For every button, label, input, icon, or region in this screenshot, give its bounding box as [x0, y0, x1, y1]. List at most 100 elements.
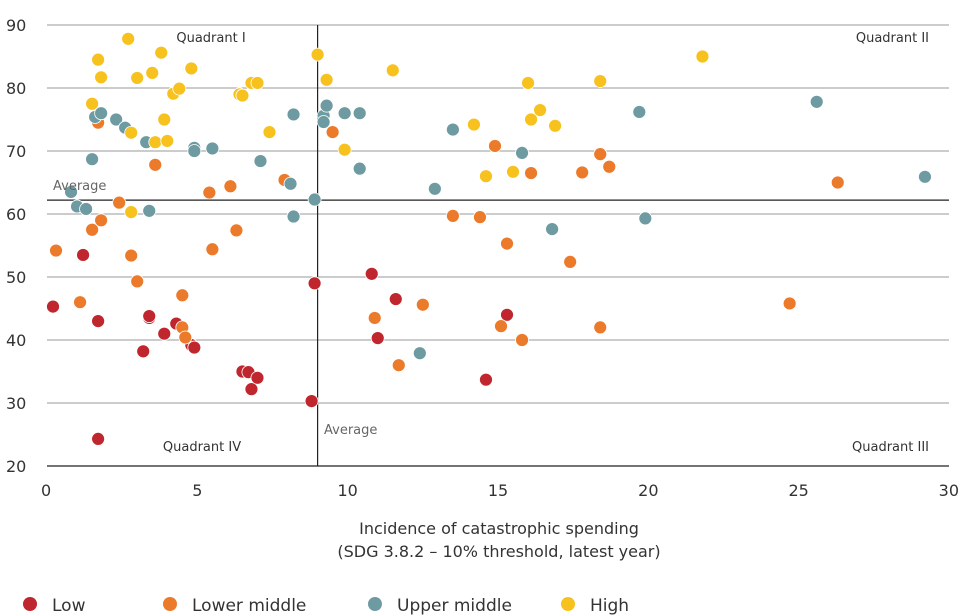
point-high-4 [124, 125, 139, 140]
point-lower-middle-33 [782, 296, 797, 311]
point-high-23 [385, 63, 400, 78]
point-low-15 [304, 394, 319, 409]
data-points [46, 31, 932, 446]
y-tick-label-20: 20 [6, 457, 26, 476]
y-tick-label-30: 30 [6, 394, 26, 413]
point-upper-middle-23 [352, 161, 367, 176]
point-lower-middle-32 [602, 159, 617, 174]
point-low-0 [46, 299, 60, 314]
point-low-21 [500, 307, 514, 322]
point-upper-middle-26 [445, 122, 460, 137]
legend: Low Lower middle Upper middle High [23, 596, 629, 615]
legend-item-lower-middle: Lower middle [163, 596, 306, 615]
legend-marker-high [561, 597, 575, 611]
legend-label-upper-middle: Upper middle [397, 596, 512, 615]
legend-label-high: High [590, 596, 629, 615]
point-lower-middle-15 [229, 223, 244, 238]
point-upper-middle-19 [316, 115, 331, 129]
x-tick-label-30: 30 [939, 481, 959, 500]
point-high-8 [148, 135, 163, 150]
legend-marker-low [23, 597, 37, 611]
x-tick-label-0: 0 [41, 481, 51, 500]
point-upper-middle-22 [352, 106, 367, 121]
y-tick-label-70: 70 [6, 142, 26, 161]
average-lines [47, 25, 949, 466]
point-high-22 [337, 142, 352, 157]
point-upper-middle-20 [319, 98, 334, 113]
point-high-1 [91, 52, 106, 67]
point-lower-middle-26 [515, 333, 529, 347]
x-tick-label-5: 5 [192, 481, 202, 500]
point-lower-middle-29 [575, 165, 590, 180]
quadrant-1-label: Quadrant I [176, 31, 245, 46]
x-tick-label-15: 15 [488, 481, 508, 500]
point-high-6 [130, 71, 145, 85]
point-low-7 [157, 326, 172, 341]
point-lower-middle-27 [524, 166, 538, 180]
point-lower-middle-12 [202, 185, 217, 200]
point-high-5 [124, 205, 139, 220]
x-tick-label-20: 20 [638, 481, 658, 500]
point-high-18 [250, 76, 265, 90]
x-axis-label: Incidence of catastrophic spending [359, 519, 639, 538]
point-lower-middle-5 [112, 195, 127, 210]
point-low-20 [479, 372, 493, 387]
point-high-27 [521, 76, 535, 90]
annotations: Quadrant I Quadrant II Quadrant III Quad… [53, 31, 929, 455]
x-tick-label-10: 10 [337, 481, 357, 500]
y-tick-label-90: 90 [6, 16, 26, 35]
point-lower-middle-31 [593, 320, 608, 335]
point-low-13 [244, 382, 259, 397]
point-lower-middle-18 [367, 311, 382, 325]
point-high-0 [85, 96, 99, 111]
point-upper-middle-24 [412, 346, 427, 361]
point-lower-middle-20 [415, 297, 430, 312]
point-upper-middle-3 [85, 152, 99, 167]
point-lower-middle-9 [175, 288, 190, 303]
point-upper-middle-2 [79, 202, 93, 216]
point-lower-middle-0 [49, 243, 63, 258]
point-lower-middle-2 [85, 222, 99, 237]
point-upper-middle-32 [918, 169, 932, 184]
point-upper-middle-9 [142, 203, 157, 218]
point-lower-middle-17 [325, 125, 340, 140]
point-low-17 [364, 266, 379, 281]
legend-item-low: Low [23, 596, 86, 615]
point-high-11 [160, 134, 175, 148]
point-upper-middle-5 [94, 106, 109, 121]
x-tick-label-25: 25 [788, 481, 808, 500]
point-high-19 [262, 125, 277, 140]
point-lower-middle-6 [124, 248, 139, 263]
point-lower-middle-25 [500, 236, 514, 251]
legend-marker-upper-middle [368, 597, 382, 611]
point-lower-middle-1 [73, 295, 87, 310]
point-upper-middle-0 [64, 185, 78, 199]
point-high-13 [172, 81, 187, 96]
point-lower-middle-19 [391, 358, 406, 373]
point-high-26 [506, 164, 520, 179]
point-high-10 [157, 112, 172, 127]
point-low-10 [187, 340, 202, 355]
point-high-21 [319, 72, 334, 87]
point-upper-middle-6 [109, 112, 124, 127]
point-upper-middle-16 [286, 107, 301, 122]
point-upper-middle-21 [337, 106, 352, 121]
point-high-30 [548, 118, 563, 133]
point-high-31 [593, 74, 608, 88]
point-upper-middle-29 [632, 105, 647, 119]
point-low-19 [388, 292, 403, 306]
point-lower-middle-22 [473, 210, 487, 225]
x-axis-title: Incidence of catastrophic spending (SDG … [337, 519, 660, 561]
point-upper-middle-28 [545, 222, 560, 237]
y-average-label: Average [53, 179, 106, 194]
quadrant-2-label: Quadrant II [856, 31, 929, 46]
point-high-25 [479, 169, 493, 184]
point-upper-middle-13 [253, 154, 268, 168]
point-lower-middle-13 [205, 242, 220, 257]
point-upper-middle-12 [205, 141, 220, 156]
y-tick-label-50: 50 [6, 268, 26, 287]
legend-label-low: Low [52, 596, 86, 615]
point-low-14 [250, 370, 265, 385]
point-low-2 [91, 432, 106, 446]
point-upper-middle-27 [515, 145, 529, 160]
